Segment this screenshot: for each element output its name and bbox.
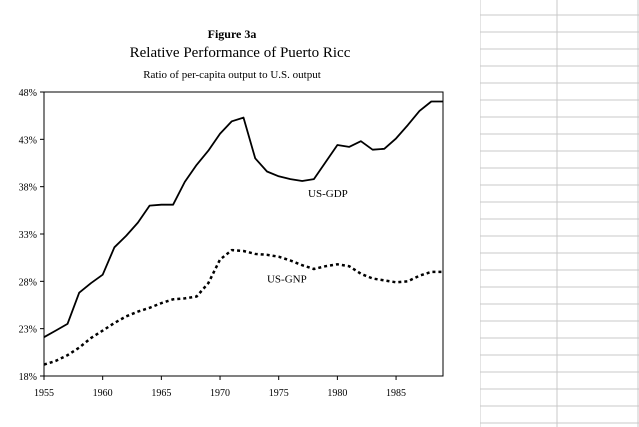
series-label-us-gnp: US-GNP (267, 273, 307, 285)
series-line-us-gdp (43, 100, 443, 338)
x-tick-label: 1960 (93, 388, 113, 399)
x-tick-label: 1985 (386, 388, 406, 399)
chart-area: Figure 3a Relative Performance of Puerto… (0, 0, 480, 427)
series-line-us-gnp (43, 248, 443, 366)
y-tick-label: 28% (19, 277, 37, 288)
chart-subtitle: Ratio of per-capita output to U.S. outpu… (143, 69, 321, 81)
series-label-us-gdp: US-GDP (308, 188, 348, 200)
y-tick-label: 23% (19, 325, 37, 336)
y-tick-label: 48% (19, 88, 37, 99)
series-lines (43, 100, 443, 366)
y-tick-label: 18% (19, 372, 37, 383)
y-tick-label: 38% (19, 183, 37, 194)
x-tick-label: 1955 (34, 388, 54, 399)
chart-title: Relative Performance of Puerto Ricc (130, 45, 351, 61)
y-tick-label: 33% (19, 230, 37, 241)
x-tick-label: 1965 (151, 388, 171, 399)
y-axis: 18% 23% 28% 33% 38% 43% 48% (19, 88, 44, 383)
x-tick-label: 1970 (210, 388, 230, 399)
x-tick-label: 1975 (269, 388, 289, 399)
y-tick-label: 43% (19, 135, 37, 146)
chart-background (0, 0, 480, 427)
x-tick-label: 1980 (327, 388, 347, 399)
x-axis: 1955 1960 1965 1970 1975 1980 1985 (34, 376, 406, 399)
series-labels: US-GDP US-GNP (267, 188, 348, 285)
figure-number: Figure 3a (208, 27, 257, 41)
